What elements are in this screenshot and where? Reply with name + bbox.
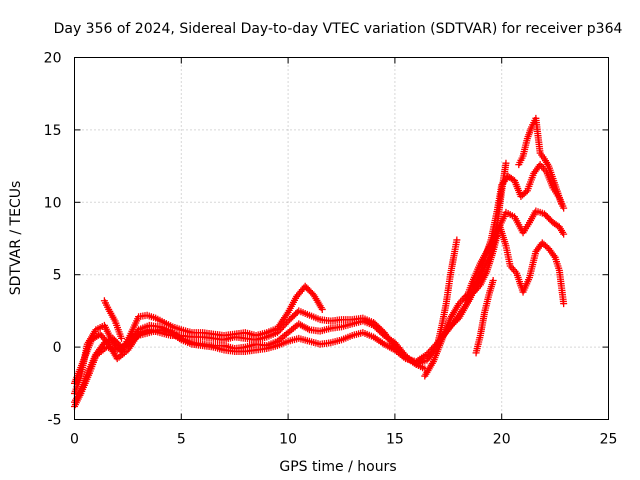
data-point (502, 159, 510, 167)
x-tick-label: 5 (177, 432, 186, 448)
x-tick-label: 20 (493, 432, 511, 448)
series-sat-i (472, 276, 497, 357)
series-sat-f (515, 114, 566, 208)
data-point (117, 334, 125, 342)
chart-title: Day 356 of 2024, Sidereal Day-to-day VTE… (54, 21, 623, 37)
x-axis-label: GPS time / hours (279, 459, 396, 475)
y-tick-label: 10 (44, 195, 62, 211)
axis-ticks (74, 57, 609, 420)
data-points (71, 114, 568, 410)
data-point (428, 345, 436, 353)
y-axis-label: SDTVAR / TECUs (8, 181, 24, 296)
data-point (280, 322, 288, 330)
data-point (423, 350, 431, 358)
y-tick-labels: -5 0 5 10 15 20 (44, 51, 62, 429)
data-point (273, 329, 281, 337)
series-sat-e (421, 221, 568, 380)
data-point (560, 230, 568, 238)
series-sat-h (461, 159, 510, 305)
data-point (560, 300, 568, 308)
data-point (275, 327, 283, 335)
series-sat-g (434, 236, 461, 348)
y-tick-label: 5 (53, 268, 62, 284)
data-point (426, 347, 434, 355)
y-tick-label: 15 (44, 123, 62, 139)
plot-frame (74, 57, 609, 420)
x-tick-label: 15 (386, 432, 404, 448)
data-point (281, 320, 289, 328)
series-sat-j (100, 297, 125, 342)
x-tick-label: 25 (600, 432, 618, 448)
data-point (489, 276, 497, 284)
x-tick-labels: 0 5 10 15 20 25 (70, 432, 617, 448)
grid (74, 57, 609, 420)
data-point (453, 236, 461, 244)
y-tick-label: 0 (53, 340, 62, 356)
data-point (276, 325, 284, 333)
series-sat-d (71, 207, 568, 410)
data-point (522, 188, 530, 196)
y-tick-label: 20 (44, 51, 62, 67)
data-point (278, 324, 286, 332)
x-tick-label: 10 (279, 432, 297, 448)
data-point (560, 204, 568, 212)
x-tick-label: 0 (70, 432, 79, 448)
y-tick-label: -5 (48, 413, 62, 429)
data-point (424, 349, 432, 357)
data-point (318, 305, 326, 313)
data-point (283, 319, 291, 327)
data-point (558, 200, 566, 208)
